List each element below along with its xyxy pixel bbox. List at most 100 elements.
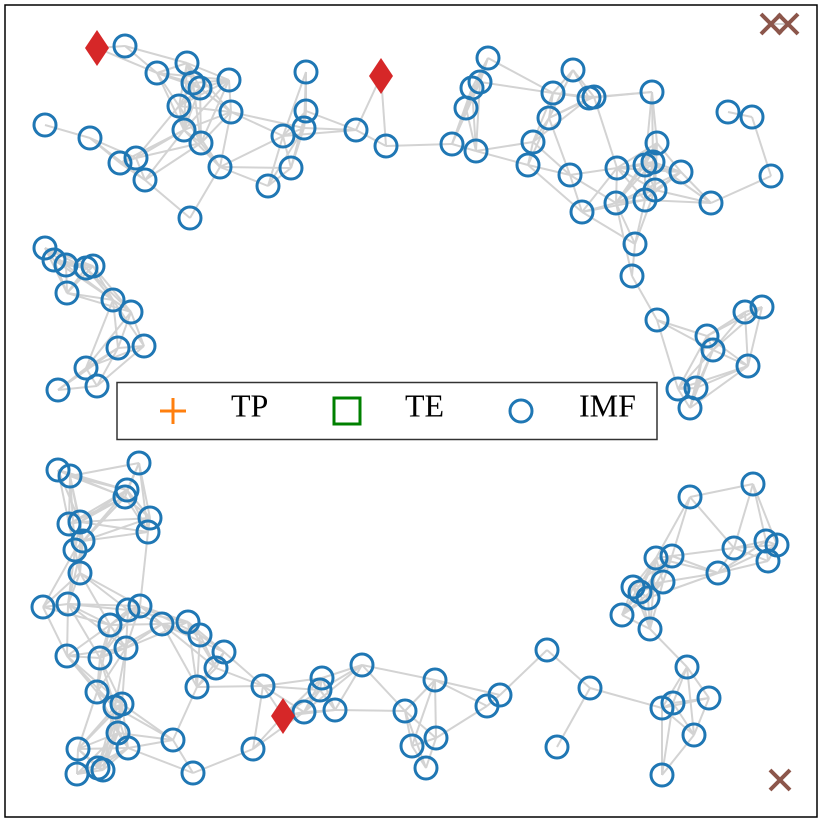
point <box>180 760 206 786</box>
edge <box>117 345 145 349</box>
edge <box>196 667 217 688</box>
point <box>56 511 82 537</box>
point <box>698 190 724 216</box>
edge <box>65 264 68 294</box>
point <box>643 545 669 571</box>
edge <box>117 732 129 749</box>
point <box>127 593 153 619</box>
point <box>649 695 675 721</box>
edge <box>615 164 646 204</box>
edge <box>156 62 188 74</box>
point <box>100 287 126 313</box>
point <box>105 335 131 361</box>
point <box>627 579 653 605</box>
edge <box>200 142 221 168</box>
edge <box>219 166 269 187</box>
point <box>218 99 244 125</box>
edge <box>644 142 658 166</box>
edge <box>548 96 595 119</box>
point <box>107 150 133 176</box>
point <box>740 471 766 497</box>
point <box>705 560 731 586</box>
edge <box>65 264 94 267</box>
point <box>62 537 88 563</box>
point <box>322 697 348 723</box>
edge <box>532 141 571 176</box>
edge <box>355 129 387 147</box>
edge <box>186 62 230 81</box>
edge <box>631 275 658 321</box>
edge <box>187 621 201 636</box>
edge <box>686 666 710 699</box>
point <box>422 667 448 693</box>
point <box>660 690 686 716</box>
edge <box>57 385 98 391</box>
edge <box>321 677 336 711</box>
point <box>137 505 163 531</box>
edge <box>656 142 682 173</box>
point <box>45 457 71 483</box>
edge <box>186 62 201 89</box>
edge <box>548 92 554 119</box>
point <box>87 645 113 671</box>
edge <box>486 694 501 707</box>
edge <box>616 164 646 169</box>
point <box>291 115 317 141</box>
point <box>609 602 635 628</box>
edge <box>411 737 437 747</box>
edge <box>42 606 68 657</box>
point <box>207 154 233 180</box>
edge <box>267 135 284 187</box>
point <box>369 58 393 94</box>
legend: TP TE IMF <box>116 381 658 441</box>
edge <box>404 679 436 712</box>
point <box>32 112 58 138</box>
edge <box>744 306 763 313</box>
point <box>619 263 645 289</box>
point <box>413 755 439 781</box>
point <box>53 252 79 278</box>
edge <box>656 319 708 337</box>
point <box>349 652 375 678</box>
edge <box>96 657 101 693</box>
point <box>84 373 110 399</box>
point <box>520 129 546 155</box>
point <box>644 307 670 333</box>
edge <box>744 311 749 367</box>
point <box>475 45 501 71</box>
point <box>650 569 676 595</box>
point <box>278 155 304 181</box>
edge <box>119 162 146 181</box>
point <box>113 635 139 661</box>
edge <box>192 79 230 84</box>
edge <box>662 572 719 583</box>
point <box>715 99 741 125</box>
point <box>73 355 99 381</box>
point <box>307 677 333 703</box>
point <box>80 253 106 279</box>
point <box>67 509 93 535</box>
edge <box>569 167 618 176</box>
point <box>203 655 229 681</box>
edge <box>77 747 129 750</box>
edge <box>215 667 264 687</box>
point <box>536 105 562 131</box>
edge <box>112 299 119 349</box>
point <box>603 190 629 216</box>
edge <box>109 623 163 626</box>
edge <box>199 87 232 113</box>
point <box>776 12 800 36</box>
edge <box>119 157 137 164</box>
point <box>665 376 691 402</box>
point <box>293 98 319 124</box>
edge <box>96 347 119 387</box>
point <box>577 675 603 701</box>
edge <box>465 107 477 152</box>
edge <box>527 164 571 176</box>
point <box>700 337 726 363</box>
edge <box>532 92 554 143</box>
point <box>171 117 197 143</box>
point <box>109 691 135 717</box>
edge <box>117 732 174 741</box>
